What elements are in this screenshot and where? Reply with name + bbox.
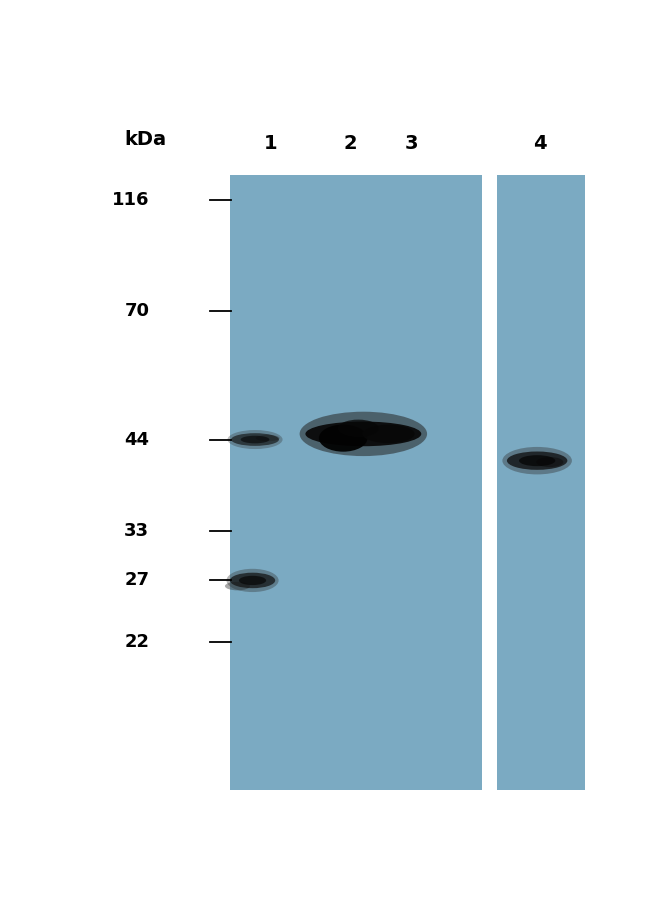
FancyBboxPatch shape: [482, 175, 497, 790]
Text: 4: 4: [533, 135, 547, 153]
Text: 44: 44: [124, 431, 150, 448]
Text: 22: 22: [124, 633, 150, 651]
Text: 27: 27: [124, 572, 150, 589]
FancyBboxPatch shape: [230, 175, 482, 790]
Text: kDa: kDa: [124, 130, 166, 149]
Text: 2: 2: [344, 135, 358, 153]
FancyBboxPatch shape: [497, 175, 588, 790]
Ellipse shape: [507, 451, 567, 469]
Text: 1: 1: [263, 135, 277, 153]
Ellipse shape: [363, 425, 415, 443]
Ellipse shape: [240, 436, 269, 444]
Ellipse shape: [225, 582, 250, 590]
Ellipse shape: [306, 422, 421, 447]
Ellipse shape: [239, 576, 266, 585]
Ellipse shape: [255, 435, 280, 441]
Ellipse shape: [300, 412, 427, 456]
Text: 70: 70: [124, 302, 150, 319]
Ellipse shape: [226, 569, 279, 592]
Ellipse shape: [502, 447, 572, 474]
Ellipse shape: [536, 457, 564, 468]
Text: 33: 33: [124, 522, 150, 540]
Text: 116: 116: [112, 191, 150, 209]
Ellipse shape: [227, 430, 283, 449]
Ellipse shape: [338, 420, 378, 436]
Text: 3: 3: [404, 135, 418, 153]
Ellipse shape: [519, 455, 555, 466]
Ellipse shape: [230, 573, 275, 588]
Ellipse shape: [319, 425, 367, 452]
Ellipse shape: [231, 433, 279, 446]
